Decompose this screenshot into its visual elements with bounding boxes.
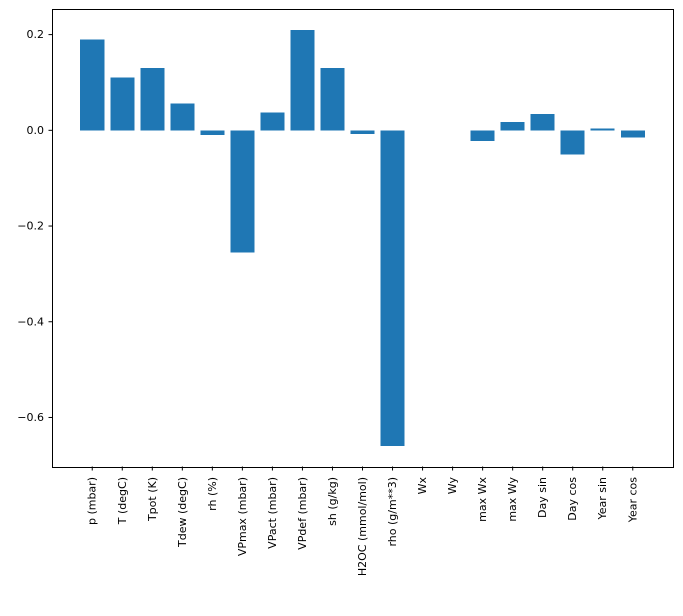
x-tick-label: H2OC (mmol/mol) — [356, 477, 369, 576]
y-tick-label: −0.6 — [17, 411, 44, 424]
bar — [590, 128, 615, 131]
x-tick-label: rho (g/m**3) — [386, 477, 399, 547]
bar — [230, 130, 255, 253]
bar — [260, 112, 285, 131]
y-tick-label: 0.0 — [27, 124, 45, 137]
x-tick-label: Day sin — [536, 477, 549, 518]
x-tick-label: Year cos — [626, 477, 639, 524]
bar — [380, 130, 405, 447]
x-tick-label: rh (%) — [206, 477, 219, 511]
x-tick-label: Day cos — [566, 477, 579, 521]
bar — [320, 68, 345, 131]
bar — [530, 114, 555, 131]
x-tick-label: max Wy — [506, 477, 519, 522]
x-tick-label: max Wx — [476, 477, 489, 522]
x-tick-label: Year sin — [596, 477, 609, 521]
bar — [170, 103, 195, 131]
x-tick-label: sh (g/kg) — [326, 477, 339, 526]
bar — [350, 130, 375, 135]
x-tick-label: T (degC) — [116, 477, 129, 525]
y-tick-label: −0.4 — [17, 315, 44, 328]
x-tick-label: VPmax (mbar) — [236, 477, 249, 556]
bar — [560, 130, 585, 155]
x-tick-label: p (mbar) — [86, 477, 99, 525]
bar — [80, 39, 105, 131]
x-tick-label: VPdef (mbar) — [296, 477, 309, 550]
bar — [110, 77, 135, 131]
x-tick-label: Tdew (degC) — [176, 477, 189, 548]
bar — [500, 122, 525, 131]
bar — [290, 29, 315, 131]
bar — [620, 130, 645, 138]
x-tick-label: Tpot (K) — [146, 477, 159, 522]
bar — [140, 68, 165, 131]
y-tick-label: 0.2 — [27, 28, 45, 41]
x-tick-label: VPact (mbar) — [266, 477, 279, 549]
bar — [470, 130, 495, 141]
bar — [200, 130, 225, 136]
x-tick-label: Wx — [416, 477, 429, 495]
x-tick-label: Wy — [446, 477, 459, 495]
y-tick-label: −0.2 — [17, 220, 44, 233]
